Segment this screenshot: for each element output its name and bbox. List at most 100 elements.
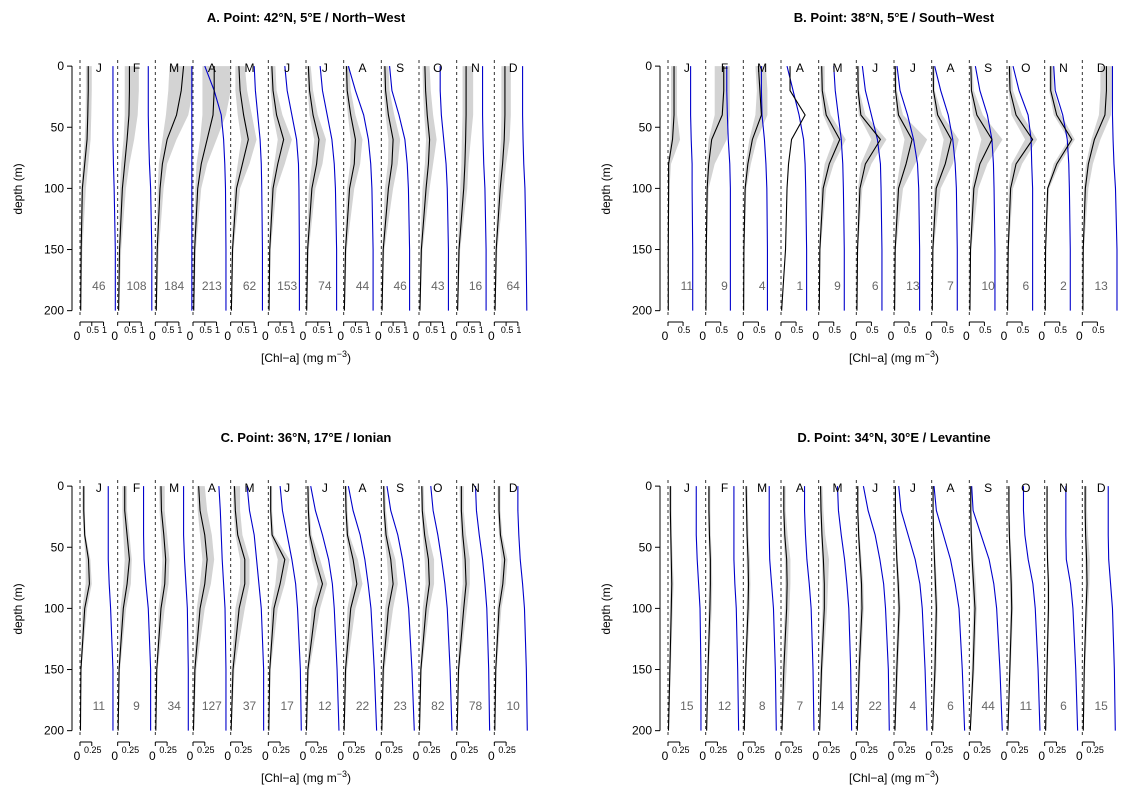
y-axis-label: depth (m) xyxy=(11,583,25,634)
range-band xyxy=(118,486,132,731)
model-line xyxy=(974,66,996,311)
month-label: S xyxy=(984,481,992,495)
x-tick-label: 0 xyxy=(337,329,344,343)
x-tick-label: 0 xyxy=(1038,749,1045,763)
median-line xyxy=(155,486,167,731)
range-band xyxy=(381,486,398,731)
median-line xyxy=(705,66,725,311)
month-label: F xyxy=(133,481,140,495)
month-label: F xyxy=(721,61,728,75)
count-label: 9 xyxy=(133,699,140,713)
x-tick-label: 1 xyxy=(102,325,107,335)
model-line xyxy=(389,66,411,311)
y-tick-label: 50 xyxy=(639,120,653,134)
x-tick-label: 0 xyxy=(450,329,457,343)
x-tick-label: 0 xyxy=(74,749,81,763)
x-tick-label: 0 xyxy=(662,329,669,343)
x-tick-label: 0 xyxy=(149,749,156,763)
count-label: 184 xyxy=(164,279,184,293)
y-tick-label: 50 xyxy=(51,540,65,554)
x-tick-label: 0.25 xyxy=(823,745,841,755)
month-label: J xyxy=(910,61,916,75)
count-label: 12 xyxy=(718,699,732,713)
count-label: 6 xyxy=(872,279,879,293)
range-band xyxy=(1044,66,1075,311)
x-tick-label: 1 xyxy=(403,325,408,335)
median-line xyxy=(932,486,937,731)
month-label: N xyxy=(471,481,480,495)
median-line xyxy=(494,486,506,731)
model-line xyxy=(347,486,378,731)
month-label: N xyxy=(1059,61,1068,75)
month-label: M xyxy=(169,481,179,495)
y-tick-label: 100 xyxy=(632,601,652,615)
count-label: 16 xyxy=(469,279,483,293)
range-band xyxy=(1007,486,1014,731)
range-band xyxy=(856,486,864,731)
model-line xyxy=(439,66,449,311)
month-label: D xyxy=(1097,481,1106,495)
median-line xyxy=(230,486,246,731)
x-tick-label: 0 xyxy=(850,329,857,343)
x-tick-label: 0.25 xyxy=(672,745,690,755)
month-label: M xyxy=(833,61,843,75)
x-tick-label: 1 xyxy=(366,325,371,335)
x-label-sup: −3 xyxy=(337,349,347,359)
x-tick-label: 0 xyxy=(111,749,118,763)
model-line xyxy=(482,66,487,311)
month-label: J xyxy=(684,481,690,495)
x-tick-label: 0.25 xyxy=(122,745,140,755)
model-line xyxy=(695,486,702,731)
x-tick-label: 0.5 xyxy=(1017,325,1030,335)
y-tick-label: 150 xyxy=(632,663,652,677)
range-band xyxy=(969,66,1003,311)
median-line xyxy=(230,66,249,311)
x-axis-label: [Chl−a] (mg m−3) xyxy=(849,769,939,785)
x-tick-label: 0 xyxy=(262,329,269,343)
month-label: O xyxy=(1021,481,1030,495)
y-axis-label: depth (m) xyxy=(11,163,25,214)
range-band xyxy=(818,66,846,311)
x-tick-label: 0 xyxy=(1076,749,1083,763)
x-tick-label: 0.5 xyxy=(426,325,439,335)
month-label: J xyxy=(322,481,328,495)
month-label: A xyxy=(208,61,216,75)
count-label: 14 xyxy=(831,699,845,713)
median-line xyxy=(931,66,952,311)
x-tick-label: 0.5 xyxy=(1054,325,1067,335)
median-line xyxy=(1007,66,1034,311)
range-band xyxy=(381,66,401,311)
month-label: M xyxy=(757,481,767,495)
x-tick-label: 1 xyxy=(177,325,182,335)
range-band xyxy=(118,66,139,311)
count-label: 11 xyxy=(1020,699,1033,713)
panel-title: D. Point: 34°N, 30°E / Levantine xyxy=(797,430,990,445)
x-tick-label: 0.25 xyxy=(898,745,916,755)
month-label: J xyxy=(322,61,328,75)
x-tick-label: 0 xyxy=(1038,329,1045,343)
median-line xyxy=(667,486,673,731)
month-label: J xyxy=(910,481,916,495)
model-line xyxy=(310,486,340,731)
model-line xyxy=(1053,66,1071,311)
x-tick-label: 0.25 xyxy=(310,745,328,755)
count-label: 9 xyxy=(721,279,728,293)
y-tick-label: 100 xyxy=(44,181,64,195)
median-line xyxy=(192,486,208,731)
range-band xyxy=(781,66,806,311)
x-tick-label: 0.5 xyxy=(237,325,250,335)
range-band xyxy=(193,486,215,731)
range-band xyxy=(155,486,170,731)
model-line xyxy=(862,486,890,731)
month-label: S xyxy=(984,61,992,75)
count-label: 11 xyxy=(681,279,694,293)
x-tick-label: 0.5 xyxy=(275,325,288,335)
x-tick-label: 0.5 xyxy=(828,325,841,335)
median-line xyxy=(343,486,358,731)
x-tick-label: 0.5 xyxy=(162,325,175,335)
median-line xyxy=(894,486,900,731)
count-label: 213 xyxy=(202,279,222,293)
panel-title: C. Point: 36°N, 17°E / Ionian xyxy=(221,430,392,445)
x-tick-label: 0.25 xyxy=(747,745,765,755)
